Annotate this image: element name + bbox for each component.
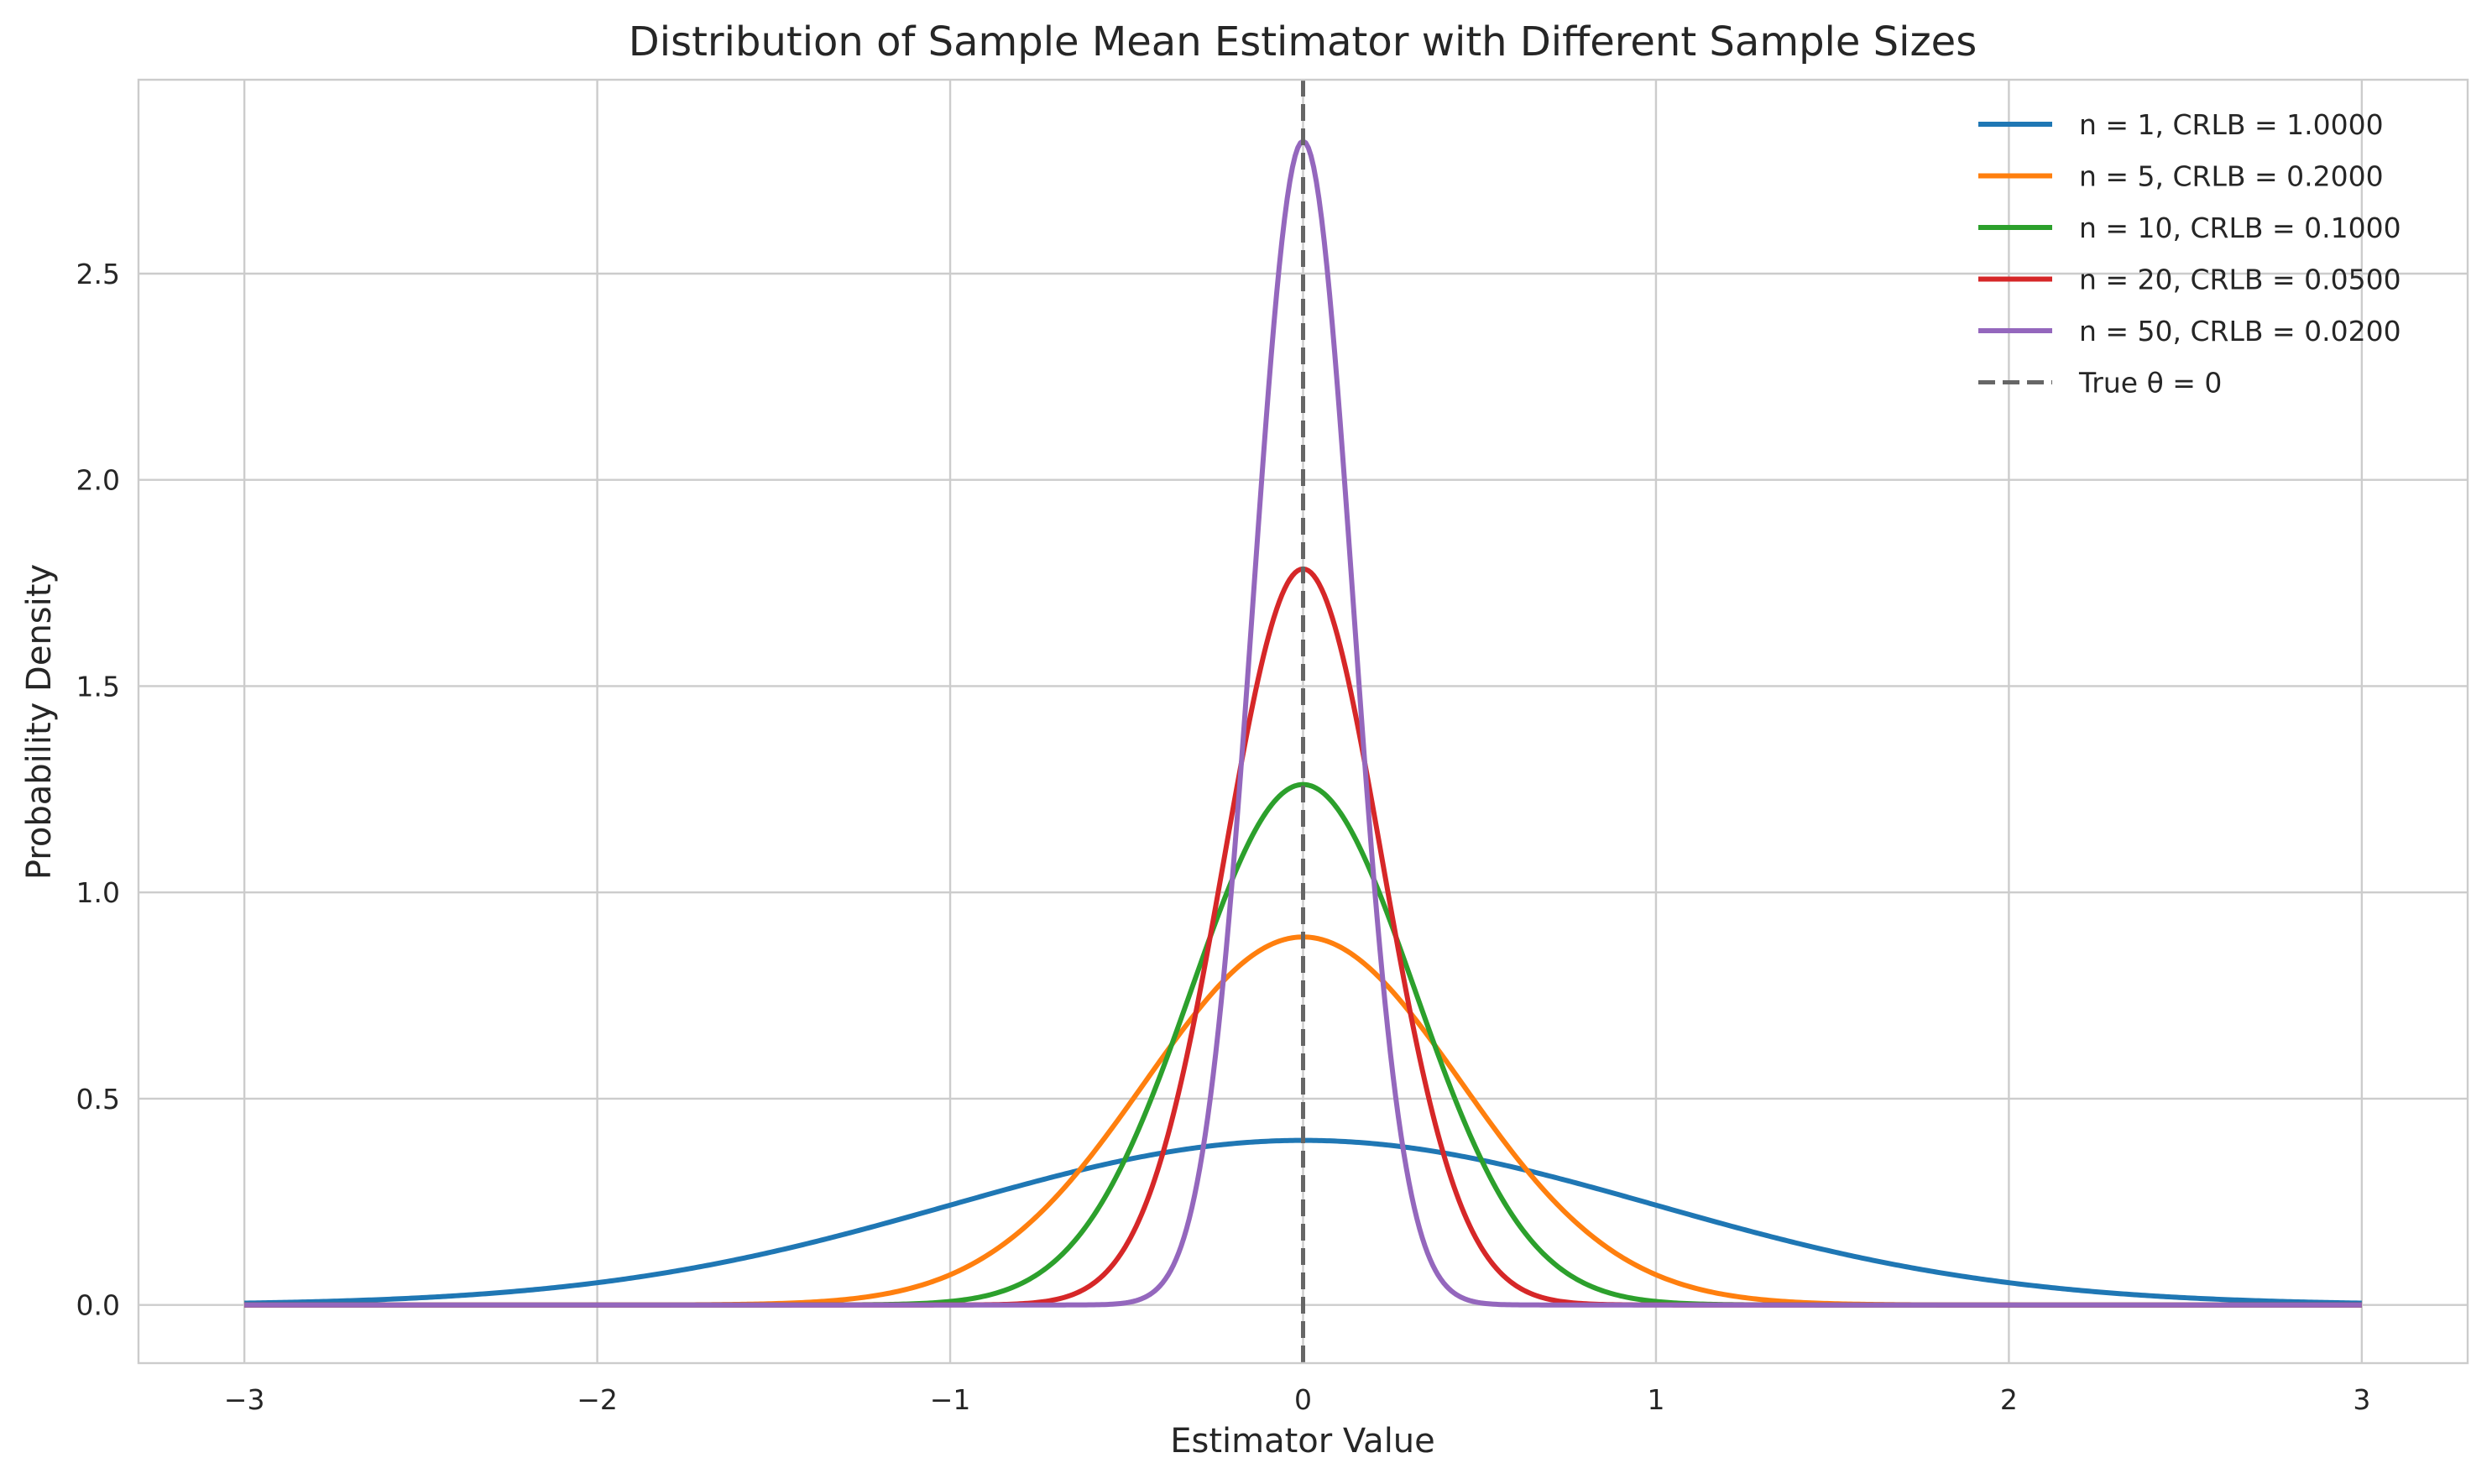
x-tick-label: −2 <box>577 1383 618 1416</box>
y-tick-label: 2.5 <box>76 258 120 290</box>
y-axis-ticks: 0.0 0.5 1.0 1.5 2.0 2.5 <box>76 258 120 1322</box>
y-tick-label: 1.5 <box>76 670 120 703</box>
y-tick-label: 0.0 <box>76 1289 120 1322</box>
y-axis-label: Probability Density <box>20 564 59 880</box>
x-tick-label: 3 <box>2353 1383 2370 1416</box>
x-axis-ticks: −3 −2 −1 0 1 2 3 <box>224 1383 2371 1416</box>
y-tick-label: 2.0 <box>76 464 120 497</box>
legend-entry-label: n = 10, CRLB = 0.1000 <box>2079 212 2401 244</box>
y-tick-label: 0.5 <box>76 1083 120 1116</box>
y-tick-label: 1.0 <box>76 876 120 909</box>
x-tick-label: 0 <box>1294 1383 1312 1416</box>
x-tick-label: −3 <box>224 1383 265 1416</box>
x-tick-label: 1 <box>1647 1383 1664 1416</box>
legend-entry-label: n = 20, CRLB = 0.0500 <box>2079 264 2401 296</box>
x-tick-label: −1 <box>930 1383 971 1416</box>
legend-entry-label: n = 1, CRLB = 1.0000 <box>2079 108 2384 141</box>
chart-title: Distribution of Sample Mean Estimator wi… <box>629 18 1977 65</box>
legend-entry-label: n = 5, CRLB = 0.2000 <box>2079 160 2384 193</box>
plot-area <box>244 80 2362 1363</box>
x-axis-label: Estimator Value <box>1170 1422 1435 1460</box>
legend-entry-label: n = 50, CRLB = 0.0200 <box>2079 315 2401 347</box>
legend: n = 1, CRLB = 1.0000 n = 5, CRLB = 0.2000… <box>1978 108 2401 400</box>
legend-entry-label: True θ = 0 <box>2078 367 2222 400</box>
x-tick-label: 2 <box>2000 1383 2018 1416</box>
plot-frame <box>137 78 2469 1365</box>
